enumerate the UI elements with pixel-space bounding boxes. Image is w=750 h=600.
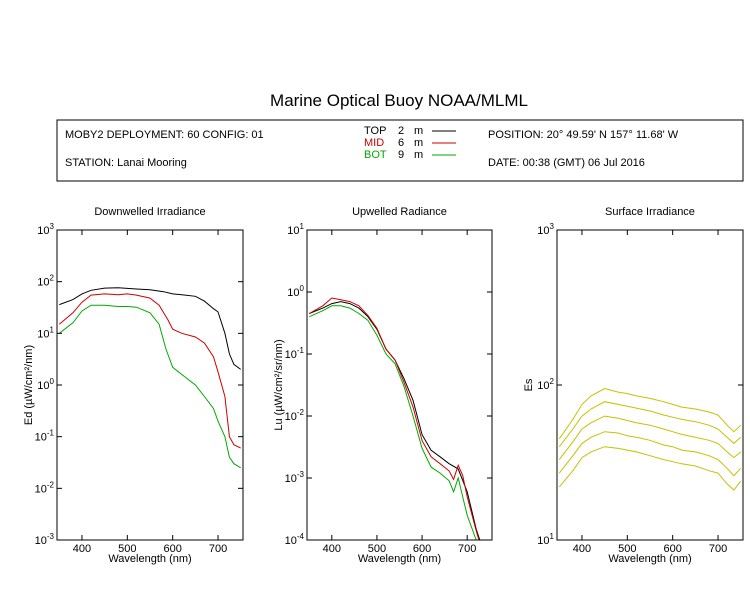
chart-panel: Surface Irradiance 400 500 600 700 101 102 103 W… — [523, 206, 744, 565]
plot-frame — [56, 229, 244, 541]
series-group — [558, 387, 742, 491]
panel-title: Surface Irradiance — [605, 206, 695, 218]
y-tick-label: 102 — [37, 274, 54, 289]
x-tick-label: 600 — [413, 543, 431, 555]
chart-panel: Upwelled Radiance 400 500 600 700 10-4 10-3 10-… — [273, 206, 493, 565]
x-tick-label: 400 — [323, 543, 341, 555]
y-tick-label: 102 — [537, 377, 554, 392]
panel-title: Downwelled Irradiance — [94, 206, 205, 218]
series-line — [309, 301, 481, 540]
station-text: STATION: Lanai Mooring — [65, 157, 187, 169]
legend-unit: m — [414, 137, 423, 149]
x-axis-label: Wavelength (nm) — [608, 553, 691, 565]
legend-name: BOT — [364, 149, 387, 161]
y-tick-label: 103 — [537, 222, 554, 237]
x-axis-label: Wavelength (nm) — [358, 553, 441, 565]
legend-depth: 9 — [398, 149, 404, 161]
x-tick-label: 500 — [368, 543, 386, 555]
date-text: DATE: 00:38 (GMT) 06 Jul 2016 — [488, 157, 645, 169]
position-text: POSITION: 20° 49.59' N 157° 11.68' W — [488, 129, 679, 141]
y-tick-label: 101 — [37, 325, 54, 340]
series-line — [59, 287, 241, 370]
series-group — [58, 287, 241, 469]
series-line — [558, 446, 742, 491]
y-tick-label: 10-4 — [285, 532, 305, 547]
x-tick-label: 700 — [458, 543, 476, 555]
legend-depth: 2 — [398, 125, 404, 137]
x-tick-label: 400 — [73, 543, 91, 555]
legend-depth: 6 — [398, 137, 404, 149]
series-line — [309, 305, 477, 540]
legend: TOP 2 m MID 6 m BOT 9 m — [364, 125, 456, 161]
y-tick-label: 10-1 — [285, 346, 305, 361]
x-axis-label: Wavelength (nm) — [108, 553, 191, 565]
series-line — [58, 293, 241, 449]
legend-name: TOP — [364, 125, 386, 137]
info-box-frame — [56, 119, 744, 182]
y-tick-label: 100 — [37, 377, 54, 392]
x-tick-label: 700 — [209, 543, 227, 555]
plot-frame — [306, 229, 493, 541]
panel-title: Upwelled Radiance — [352, 206, 447, 218]
x-tick-label: 500 — [618, 543, 636, 555]
y-tick-label: 10-1 — [35, 429, 55, 444]
series-group — [309, 297, 481, 540]
figure-title: Marine Optical Buoy NOAA/MLML — [270, 91, 528, 110]
x-tick-label: 600 — [664, 543, 682, 555]
y-tick-label: 101 — [287, 222, 304, 237]
legend-name: MID — [364, 137, 384, 149]
series-line — [58, 304, 241, 469]
x-tick-label: 700 — [709, 543, 727, 555]
legend-unit: m — [414, 125, 423, 137]
y-tick-label: 103 — [37, 222, 54, 237]
plot-frame — [556, 229, 744, 541]
y-axis-label: Ed (µW/cm²/nm) — [23, 345, 35, 425]
x-tick-label: 500 — [118, 543, 136, 555]
y-axis-label: Es — [523, 378, 535, 391]
y-tick-label: 10-3 — [35, 532, 55, 547]
legend-unit: m — [414, 149, 423, 161]
deployment-text: MOBY2 DEPLOYMENT: 60 CONFIG: 01 — [65, 129, 264, 141]
chart-panel: Downwelled Irradiance 400 500 600 700 10-3 10-… — [23, 206, 244, 565]
chart-panels: Downwelled Irradiance 400 500 600 700 10-3 10-… — [23, 206, 744, 565]
y-tick-label: 101 — [537, 532, 554, 547]
y-axis-label: Lu (µW/cm²/sr/nm) — [273, 339, 285, 430]
series-line — [558, 431, 742, 477]
info-box: MOBY2 DEPLOYMENT: 60 CONFIG: 01 STATION:… — [56, 119, 744, 182]
x-tick-label: 400 — [573, 543, 591, 555]
series-line — [558, 415, 742, 460]
series-line — [558, 387, 742, 440]
y-tick-label: 10-2 — [285, 408, 305, 423]
y-tick-label: 10-2 — [35, 480, 55, 495]
y-tick-label: 100 — [287, 284, 304, 299]
y-tick-label: 10-3 — [285, 470, 305, 485]
series-line — [309, 297, 480, 540]
x-tick-label: 600 — [164, 543, 182, 555]
series-line — [558, 401, 742, 448]
